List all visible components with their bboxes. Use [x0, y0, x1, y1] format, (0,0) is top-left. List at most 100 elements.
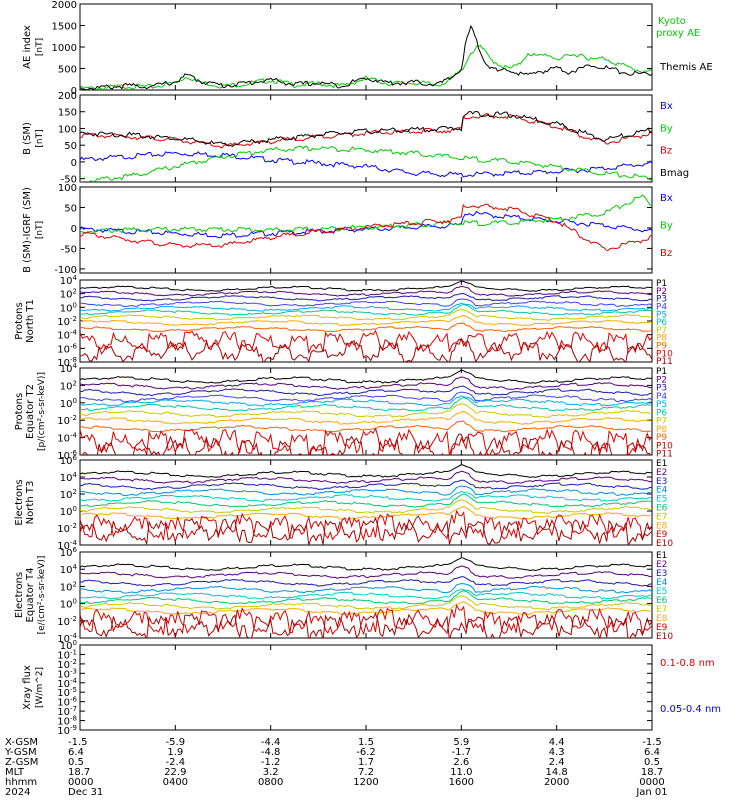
- ytick-label-en: 102: [60, 488, 77, 501]
- legend-label: P4: [656, 302, 667, 312]
- ytick-label-xray: 10-3: [57, 667, 77, 680]
- series-line-en-e8: [80, 506, 652, 520]
- ytick-label-ee: 104: [60, 563, 78, 576]
- ytick-label-pn: 104: [60, 274, 78, 287]
- series-line-pe-p8: [80, 410, 652, 425]
- ytick-label-ae: 2000: [52, 0, 77, 11]
- axis-row-value: 18.7: [641, 767, 663, 778]
- ytick-label-xray: 10-2: [57, 658, 77, 671]
- axis-row-value: -1.2: [261, 757, 281, 768]
- axis-row-value: 11.0: [450, 767, 472, 778]
- ytick-label-ee: 100: [60, 598, 77, 611]
- series-line-pn-p8: [80, 314, 652, 327]
- series-line-pe-p11: [80, 433, 651, 455]
- series-line-pe-p3: [80, 385, 652, 397]
- ytick-label-ae: 0: [71, 86, 77, 97]
- axis-row-value: -2.4: [166, 757, 186, 768]
- axis-row-label: 2024: [5, 787, 30, 798]
- legend-label: P11: [656, 450, 673, 460]
- series-line-en-e2: [80, 470, 652, 484]
- ytick-label-pe: 104: [60, 362, 78, 375]
- ytick-label-bsm: 100: [58, 124, 77, 135]
- yunit-bigrf: [nT]: [35, 221, 45, 239]
- ytick-label-bsm: -50: [61, 175, 77, 186]
- legend-label: By: [660, 123, 673, 134]
- ytick-label-xray: 10-6: [57, 696, 77, 709]
- axis-row-value: 6.4: [644, 747, 660, 758]
- series-line-en-e3: [80, 479, 652, 491]
- axis-row-value: 4.3: [549, 747, 565, 758]
- yunit-pe: [p/(cm²-s-sr-keV)]: [37, 372, 47, 451]
- series-line-en-e5: [80, 490, 652, 502]
- legend-label: proxy AE: [656, 28, 700, 39]
- series-line-en-e10: [80, 516, 652, 545]
- panel-frame-bigrf: [79, 186, 653, 274]
- legend-label: E2: [656, 560, 667, 570]
- series-line-ee-e1: [80, 557, 652, 572]
- series-line-pn-p2: [80, 285, 652, 297]
- series-line-en-e1: [80, 464, 652, 478]
- ytick-label-bsm: 50: [64, 141, 77, 152]
- series-line-pe-p5: [80, 395, 652, 407]
- ylabel2-ee: Equator T4: [25, 568, 36, 623]
- series-line-ee-e5: [80, 588, 652, 600]
- axis-row-label: Y-GSM: [4, 747, 37, 758]
- legend-label: P9: [656, 342, 667, 352]
- series-line-bigrf-by: [80, 194, 652, 234]
- series-line-pe-p9: [80, 420, 652, 433]
- legend-label: E2: [656, 468, 667, 478]
- axis-row-value: -4.8: [261, 747, 281, 758]
- axis-row-value: 1.5: [358, 737, 374, 748]
- legend-label: E6: [656, 504, 668, 514]
- legend-label: P8: [656, 334, 667, 344]
- legend-label: E6: [656, 596, 668, 606]
- axis-row-value: 0800: [258, 777, 283, 788]
- ytick-label-xray: 100: [60, 639, 77, 652]
- series-line-bsm-bx: [80, 151, 652, 178]
- axis-row-value: 0000: [68, 777, 93, 788]
- ytick-label-en: 10-2: [57, 522, 77, 535]
- series-line-pe-p10: [80, 427, 652, 455]
- axis-row-value: 2.6: [453, 757, 469, 768]
- ytick-label-bsm: 150: [58, 108, 77, 119]
- legend-label: P1: [656, 279, 667, 289]
- ytick-label-ee: 10-4: [57, 632, 77, 645]
- series-line-pn-p3: [80, 292, 652, 302]
- axis-row-label: MLT: [5, 767, 25, 778]
- axis-row-value: Dec 31: [68, 787, 103, 798]
- legend-label: Kyoto: [658, 16, 686, 27]
- series-line-bigrf-bx: [80, 210, 652, 239]
- legend-label: P3: [656, 384, 667, 394]
- axis-row-value: 7.2: [358, 767, 374, 778]
- legend-label: E8: [656, 614, 668, 624]
- series-line-pn-p5: [80, 302, 652, 312]
- series-line-ee-e3: [80, 576, 652, 587]
- ytick-label-ee: 10-2: [57, 615, 77, 628]
- ytick-label-pn: 10-8: [57, 356, 77, 369]
- axis-row-value: 5.9: [453, 737, 469, 748]
- series-line-ee-e7: [80, 595, 652, 610]
- axis-row-value: -1.5: [68, 737, 88, 748]
- legend-label: P4: [656, 392, 667, 402]
- series-line-bsm-by: [80, 145, 652, 182]
- series-line-ae-themis-ae: [80, 24, 652, 90]
- axis-row-value: 0400: [163, 777, 188, 788]
- axis-row-value: 1200: [353, 777, 378, 788]
- series-line-ee-e9: [80, 603, 652, 636]
- legend-label: E7: [656, 512, 667, 522]
- ytick-label-bigrf: -100: [54, 265, 77, 276]
- axis-row-value: -1.7: [452, 747, 472, 758]
- series-line-pn-p11: [80, 338, 652, 362]
- legend-label: 0.1-0.8 nm: [660, 658, 715, 669]
- legend-label: E5: [656, 495, 667, 505]
- legend-label: E4: [656, 486, 668, 496]
- ytick-label-xray: 10-8: [57, 715, 77, 728]
- series-line-pn-p10: [80, 329, 652, 355]
- ytick-label-ae: 1500: [52, 22, 77, 33]
- ytick-label-pn: 102: [60, 288, 77, 301]
- ylabel-ae: AE index: [22, 25, 33, 69]
- ytick-label-en: 10-4: [57, 539, 77, 552]
- ytick-label-pn: 10-2: [57, 315, 77, 328]
- ytick-label-pe: 10-6: [57, 449, 77, 462]
